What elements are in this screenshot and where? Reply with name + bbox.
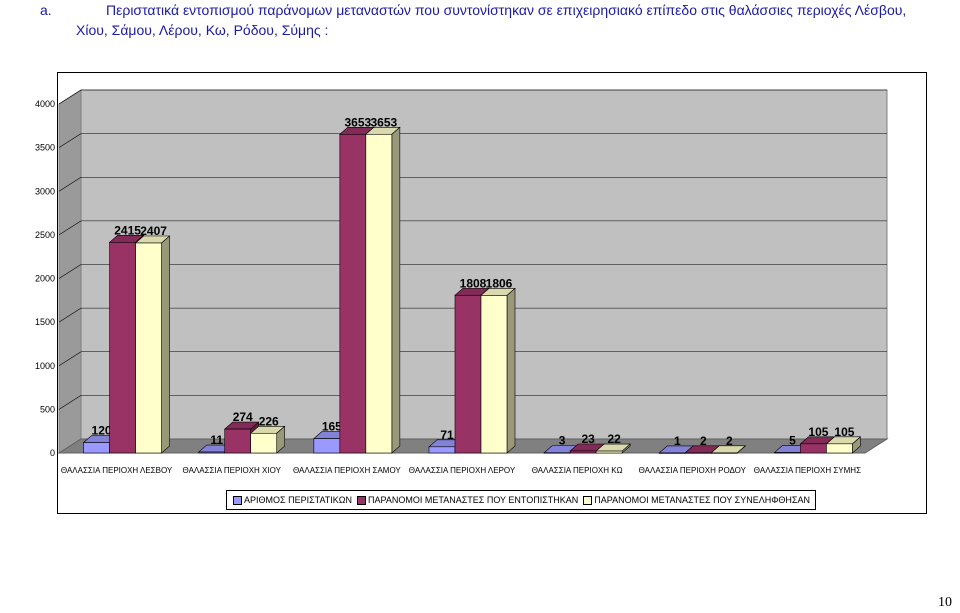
chart-legend: ΑΡΙΘΜΟΣ ΠΕΡΙΣΤΑΤΙΚΩΝ ΠΑΡΑΝΟΜΟΙ ΜΕΤΑΝΑΣΤΕΣ… [226,490,816,510]
heading-line-1: Περιστατικά εντοπισμού παράνομων μετανασ… [106,2,907,18]
heading-number: a. [40,2,52,18]
y-tick-label: 1500 [35,317,55,327]
gridline-side [58,89,82,105]
bar [454,294,482,454]
data-label: 1808 [460,276,487,290]
y-tick-label: 1000 [35,361,55,371]
bar [135,242,162,454]
data-label: 1 [674,434,681,448]
gridline-side [58,307,82,323]
x-category-label: ΘΑΛΑΣΣΙΑ ΠΕΡΙΟΧΗ ΛΕΣΒΟΥ [61,466,173,475]
bar [313,438,341,454]
bar [339,133,367,454]
bar [684,452,712,454]
x-category-label: ΘΑΛΑΣΣΙΑ ΠΕΡΙΟΧΗ ΡΟΔΟΥ [639,466,747,475]
legend-label: ΠΑΡΑΝΟΜΟΙ ΜΕΤΑΝΑΣΤΕΣ ΠΟΥ ΣΥΝΕΛΗΦΘΗΣΑΝ [594,495,810,505]
x-category-label: ΘΑΛΑΣΣΙΑ ΠΕΡΙΟΧΗ ΛΕΡΟΥ [409,466,516,475]
x-category-label: ΘΑΛΑΣΣΙΑ ΠΕΡΙΟΧΗ ΣΑΜΟΥ [293,466,401,475]
bar [595,450,623,454]
y-tick-label: 500 [40,404,55,414]
heading-line-2: Χίου, Σάμου, Λέρου, Κω, Ρόδου, Σύμης : [76,22,329,38]
y-tick-label: 2000 [35,274,55,284]
data-label: 2 [726,434,733,448]
data-label: 22 [607,432,621,446]
legend-label: ΑΡΙΘΜΟΣ ΠΕΡΙΣΤΑΤΙΚΩΝ [244,495,353,505]
gridline-side [58,264,82,279]
data-label: 2415 [114,223,141,237]
y-tick-label: 3000 [35,186,55,196]
gridline-side [58,351,82,367]
data-label: 5 [789,434,796,448]
legend-item: ΠΑΡΑΝΟΜΟΙ ΜΕΤΑΝΑΣΤΕΣ ΠΟΥ ΣΥΝΕΛΗΦΘΗΣΑΝ [580,495,810,505]
data-label: 3653 [371,115,398,129]
y-tick-label: 0 [50,448,55,458]
bar-side [506,287,516,454]
y-tick-label: 2500 [35,230,55,240]
bar [569,450,597,454]
data-label: 274 [233,410,253,424]
bar [198,451,226,454]
legend-swatch [233,495,242,505]
data-label: 105 [808,425,828,439]
legend-item: ΑΡΙΘΜΟΣ ΠΕΡΙΣΤΑΤΙΚΩΝ [230,495,352,505]
bar [710,452,738,454]
bar [109,241,136,454]
bar-side [161,235,170,454]
data-label: 120 [92,424,112,438]
legend-swatch [357,495,367,505]
bar [83,442,110,454]
bar [774,452,801,454]
bar [543,452,571,454]
x-category-label: ΘΑΛΑΣΣΙΑ ΠΕΡΙΟΧΗ ΚΩ [532,466,623,475]
gridline-side [58,176,82,192]
y-tick-label: 3500 [35,143,55,153]
data-label: 3 [559,434,566,448]
y-tick-label: 4000 [35,99,55,109]
data-label: 1806 [486,276,513,290]
legend-label: ΠΑΡΑΝΟΜΟΙ ΜΕΤΑΝΑΣΤΕΣ ΠΟΥ ΕΝΤΟΠΙΣΤΗΚΑΝ [368,495,579,505]
bar [365,133,393,454]
data-label: 11 [210,433,223,447]
bar [826,443,853,454]
gridline-side [58,395,82,410]
bar [224,428,252,454]
data-label: 226 [259,414,279,428]
data-label: 71 [440,428,454,442]
gridline-side [58,220,82,236]
document-heading: a. Περιστατικά εντοπισμού παράνομων μεταν… [40,0,955,40]
data-label: 2407 [140,224,167,238]
data-label: 3653 [345,115,372,129]
data-label: 2 [700,434,707,448]
bar [428,446,456,454]
bar [800,443,827,454]
gridline-side [58,133,82,148]
data-label: 165 [322,420,342,434]
x-category-label: ΘΑΛΑΣΣΙΑ ΠΕΡΙΟΧΗ ΧΙΟΥ [183,466,282,475]
legend-item: ΠΑΡΑΝΟΜΟΙ ΜΕΤΑΝΑΣΤΕΣ ΠΟΥ ΕΝΤΟΠΙΣΤΗΚΑΝ [354,495,578,505]
data-label: 23 [581,432,595,446]
bar-side [391,126,401,454]
data-label: 105 [834,425,854,439]
bar [658,452,686,454]
bar [250,432,278,454]
legend-swatch [583,495,593,505]
x-category-label: ΘΑΛΑΣΣΙΑ ΠΕΡΙΟΧΗ ΣΥΜΗΣ [754,466,861,475]
page-number: 10 [938,595,952,610]
bar [480,295,508,454]
